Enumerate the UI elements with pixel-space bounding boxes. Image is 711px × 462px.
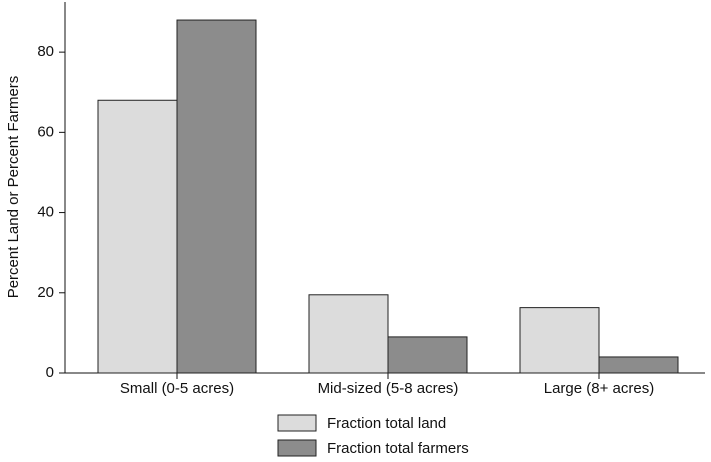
bar (387, 336, 468, 374)
y-tick-label: 80 (37, 43, 54, 60)
x-tick-label: Large (8+ acres) (544, 380, 654, 397)
bar (598, 356, 679, 374)
x-tick-label: Small (0-5 acres) (120, 380, 234, 397)
legend-label: Fraction total land (327, 415, 446, 432)
bar (176, 19, 257, 374)
legend-swatch (277, 439, 317, 457)
y-tick-label: 40 (37, 204, 54, 221)
y-tick-label: 20 (37, 284, 54, 301)
legend-label: Fraction total farmers (327, 440, 469, 457)
bar (519, 307, 600, 374)
y-tick-label: 0 (46, 364, 54, 381)
x-tick-label: Mid-sized (5-8 acres) (318, 380, 459, 397)
legend-swatch (277, 414, 317, 432)
y-axis-label: Percent Land or Percent Farmers (5, 76, 22, 299)
bar (97, 99, 178, 374)
bar (308, 294, 389, 374)
y-tick-label: 60 (37, 123, 54, 140)
